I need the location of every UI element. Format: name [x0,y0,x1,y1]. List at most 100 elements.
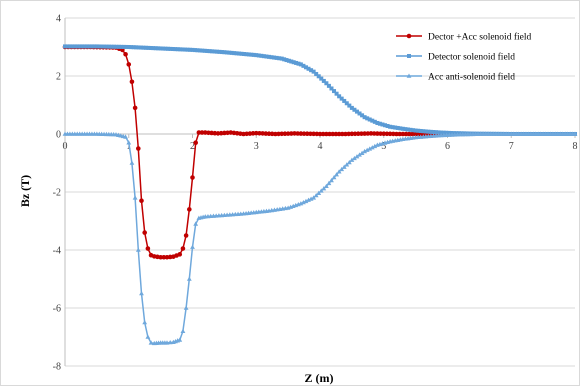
data-point [175,47,180,52]
data-point [423,129,428,134]
data-point [336,169,342,174]
data-point [148,46,153,51]
data-point [241,52,246,57]
data-point [354,109,359,114]
data-point [359,150,365,155]
legend-item: Dector +Acc solenoid field [396,32,531,43]
data-point [467,131,472,136]
data-point [329,86,334,91]
data-point [344,162,350,167]
data-point [70,44,75,49]
data-point [123,51,128,57]
data-point [139,198,144,203]
data-point [77,44,82,49]
data-point [398,126,403,131]
data-point [405,127,410,132]
data-point [284,58,289,63]
data-point [324,81,329,86]
data-point [349,131,355,137]
data-point [360,113,365,118]
data-point [301,131,307,136]
legend-swatch-marker [406,33,412,39]
data-point [441,130,446,135]
data-point [298,62,303,67]
data-point [370,118,375,123]
data-point [177,337,183,342]
series-line [65,133,575,345]
data-point [264,54,269,59]
data-point [167,340,173,345]
data-point [286,58,291,63]
data-point [183,233,189,238]
data-point [107,44,112,49]
data-point [269,55,274,60]
data-point [316,74,321,79]
data-point [114,44,119,49]
data-point [359,131,364,136]
data-point [129,160,135,165]
data-point [383,123,388,128]
data-point [439,130,444,135]
data-point [326,180,332,186]
data-point [454,131,459,136]
y-tick-label: -2 [53,188,61,199]
data-point [343,131,348,137]
data-point [296,61,301,66]
x-tick-label: 6 [445,141,450,152]
data-point [319,76,324,81]
data-point [246,52,251,57]
data-point [400,131,406,137]
data-point [136,45,141,50]
data-point [334,172,339,177]
x-tick-label: 4 [318,141,323,152]
data-point [153,46,158,51]
data-point [104,44,109,49]
data-point [347,103,352,108]
data-point [124,44,129,49]
data-point [161,254,167,260]
data-point [123,134,128,139]
data-point [142,230,147,235]
data-point [306,197,311,202]
data-point [180,246,186,251]
data-point [469,131,474,136]
data-point [119,44,124,49]
data-point [337,94,342,99]
data-point [362,131,367,136]
data-point [224,50,229,55]
data-point [355,131,361,137]
data-point [197,48,202,53]
data-point [274,55,279,60]
data-point [333,131,339,137]
data-point [391,131,396,137]
data-point [303,65,308,70]
data-point [372,143,378,149]
data-point [277,56,282,61]
data-point [256,53,261,58]
data-point [320,131,326,137]
data-point [202,48,207,53]
x-axis-title: Z (m) [305,371,334,385]
data-point [464,131,469,136]
series-layer [62,44,578,346]
data-point [139,291,144,296]
data-point [161,46,166,51]
data-point [385,123,390,128]
data-point [136,146,141,151]
data-point [186,276,192,281]
data-point [436,130,441,135]
data-point [279,56,284,61]
data-point [116,44,121,49]
data-point [375,131,380,136]
data-point [308,131,313,137]
data-point [378,131,383,136]
y-axis-title: Bz (T) [18,175,32,207]
data-point [165,46,170,51]
data-point [413,131,418,137]
data-point [301,63,306,68]
data-point [97,44,102,49]
data-point [342,98,347,103]
data-point [444,130,449,135]
data-point [334,91,339,96]
